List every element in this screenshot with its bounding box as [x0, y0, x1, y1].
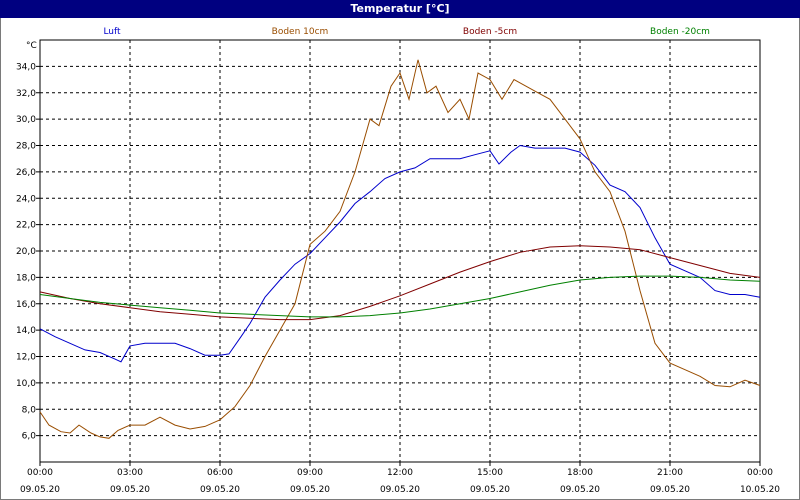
x-tick-time: 21:00 — [657, 468, 683, 478]
y-tick-label: 30,0 — [16, 115, 36, 125]
y-tick-label: 8,0 — [22, 405, 37, 415]
y-axis: 6,0 8,0 10,0 12,0 14,0 16,0 18,0 20,0 22,0 24,0 26… — [16, 62, 40, 442]
grid — [40, 40, 760, 462]
y-tick-label: 12,0 — [16, 353, 36, 363]
chart-title: Temperatur [°C] — [0, 0, 800, 18]
x-tick-date: 09.05.20 — [290, 485, 330, 495]
x-tick-time: 00:00 — [27, 468, 53, 478]
y-tick-label: 16,0 — [16, 300, 36, 310]
y-tick-label: 14,0 — [16, 326, 36, 336]
y-tick-label: 6,0 — [22, 432, 37, 442]
y-tick-label: 22,0 — [16, 221, 36, 231]
x-tick-time: 00:00 — [747, 468, 773, 478]
x-tick-time: 18:00 — [567, 468, 593, 478]
x-tick-date: 10.05.20 — [740, 485, 780, 495]
x-tick-date: 09.05.20 — [380, 485, 420, 495]
series-line — [39, 144, 761, 363]
y-axis-label: °C — [26, 41, 37, 51]
x-tick-time: 12:00 — [387, 468, 413, 478]
legend-item: Luft — [103, 27, 121, 37]
y-tick-label: 28,0 — [16, 142, 36, 152]
y-tick-label: 20,0 — [16, 247, 36, 257]
x-tick-date: 09.05.20 — [110, 485, 150, 495]
legend-item: Boden -20cm — [650, 27, 710, 37]
x-tick-date: 09.05.20 — [470, 485, 510, 495]
x-tick-date: 09.05.20 — [20, 485, 60, 495]
x-tick-date: 09.05.20 — [200, 485, 240, 495]
series-line — [39, 59, 761, 439]
x-axis: 00:00 09.05.20 03:00 09.05.20 06:00 09.05.20 0… — [20, 462, 780, 495]
legend: Luft Boden 10cm Boden -5cm Boden -20cm — [103, 27, 710, 37]
x-tick-time: 09:00 — [297, 468, 323, 478]
y-tick-label: 18,0 — [16, 273, 36, 283]
x-tick-time: 15:00 — [477, 468, 503, 478]
series-lines — [39, 59, 761, 439]
legend-item: Boden -5cm — [463, 27, 517, 37]
x-tick-time: 03:00 — [117, 468, 143, 478]
series-line — [39, 245, 761, 321]
x-tick-time: 06:00 — [207, 468, 233, 478]
series-line — [39, 275, 761, 318]
y-tick-label: 10,0 — [16, 379, 36, 389]
y-tick-label: 32,0 — [16, 89, 36, 99]
y-tick-label: 26,0 — [16, 168, 36, 178]
x-tick-date: 09.05.20 — [560, 485, 600, 495]
y-tick-label: 24,0 — [16, 194, 36, 204]
legend-item: Boden 10cm — [272, 27, 329, 37]
x-tick-date: 09.05.20 — [650, 485, 690, 495]
y-tick-label: 34,0 — [16, 62, 36, 72]
